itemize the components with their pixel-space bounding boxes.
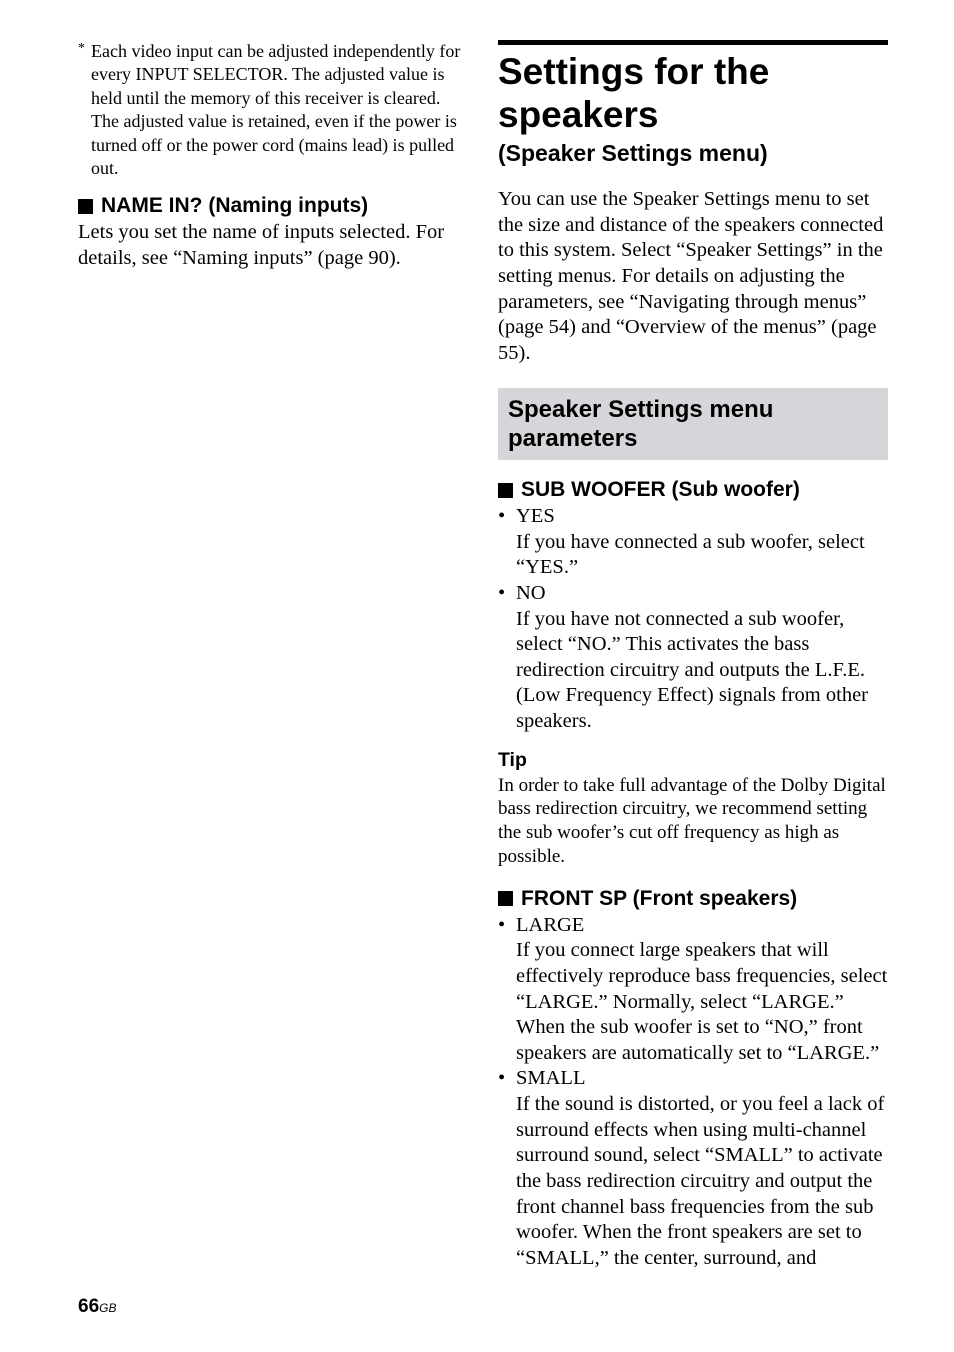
section-subtitle: (Speaker Settings menu) bbox=[498, 140, 888, 167]
section-title: Settings for the speakers bbox=[498, 51, 888, 136]
square-bullet-icon bbox=[498, 891, 513, 906]
front-sp-list: • LARGE If you connect large speakers th… bbox=[498, 913, 888, 1272]
name-in-heading: NAME IN? (Naming inputs) bbox=[78, 194, 468, 218]
section-rule: Settings for the speakers (Speaker Setti… bbox=[498, 40, 888, 167]
subwoofer-list: • YES If you have connected a sub woofer… bbox=[498, 504, 888, 735]
list-item-desc: If you have not connected a sub woofer, … bbox=[516, 607, 888, 735]
front-sp-heading-text: FRONT SP (Front speakers) bbox=[521, 887, 797, 911]
list-item: • LARGE If you connect large speakers th… bbox=[498, 913, 888, 1067]
list-item-desc: If you have connected a sub woofer, sele… bbox=[516, 530, 888, 581]
name-in-heading-text: NAME IN? (Naming inputs) bbox=[101, 194, 368, 218]
square-bullet-icon bbox=[78, 199, 93, 214]
bullet-icon: • bbox=[498, 504, 516, 581]
page-number: 66GB bbox=[78, 1296, 116, 1318]
list-item-title: NO bbox=[516, 581, 888, 607]
tip-body: In order to take full advantage of the D… bbox=[498, 774, 888, 869]
tip-heading: Tip bbox=[498, 749, 888, 772]
list-item-title: LARGE bbox=[516, 913, 888, 939]
right-column: Settings for the speakers (Speaker Setti… bbox=[498, 40, 888, 1285]
list-item-body: SMALL If the sound is distorted, or you … bbox=[516, 1066, 888, 1271]
list-item-title: YES bbox=[516, 504, 888, 530]
bullet-icon: • bbox=[498, 1066, 516, 1271]
bullet-icon: • bbox=[498, 581, 516, 735]
list-item: • YES If you have connected a sub woofer… bbox=[498, 504, 888, 581]
list-item: • SMALL If the sound is distorted, or yo… bbox=[498, 1066, 888, 1271]
bullet-icon: • bbox=[498, 913, 516, 1067]
parameters-heading: Speaker Settings menu parameters bbox=[508, 396, 878, 454]
list-item-body: LARGE If you connect large speakers that… bbox=[516, 913, 888, 1067]
subwoofer-heading: SUB WOOFER (Sub woofer) bbox=[498, 478, 888, 502]
front-sp-heading: FRONT SP (Front speakers) bbox=[498, 887, 888, 911]
list-item-body: YES If you have connected a sub woofer, … bbox=[516, 504, 888, 581]
list-item-body: NO If you have not connected a sub woofe… bbox=[516, 581, 888, 735]
left-column: * Each video input can be adjusted indep… bbox=[78, 40, 468, 1285]
footnote-text: Each video input can be adjusted indepen… bbox=[91, 40, 468, 180]
parameters-heading-box: Speaker Settings menu parameters bbox=[498, 388, 888, 460]
page-columns: * Each video input can be adjusted indep… bbox=[78, 40, 888, 1285]
list-item: • NO If you have not connected a sub woo… bbox=[498, 581, 888, 735]
footnote-block: * Each video input can be adjusted indep… bbox=[78, 40, 468, 180]
list-item-desc: If the sound is distorted, or you feel a… bbox=[516, 1092, 888, 1271]
subwoofer-heading-text: SUB WOOFER (Sub woofer) bbox=[521, 478, 800, 502]
square-bullet-icon bbox=[498, 483, 513, 498]
page-number-value: 66 bbox=[78, 1296, 99, 1317]
list-item-desc: If you connect large speakers that will … bbox=[516, 938, 888, 1066]
footnote-asterisk: * bbox=[78, 40, 85, 180]
name-in-body: Lets you set the name of inputs selected… bbox=[78, 220, 468, 271]
list-item-title: SMALL bbox=[516, 1066, 888, 1092]
page-number-suffix: GB bbox=[99, 1301, 116, 1315]
section-intro: You can use the Speaker Settings menu to… bbox=[498, 187, 888, 366]
